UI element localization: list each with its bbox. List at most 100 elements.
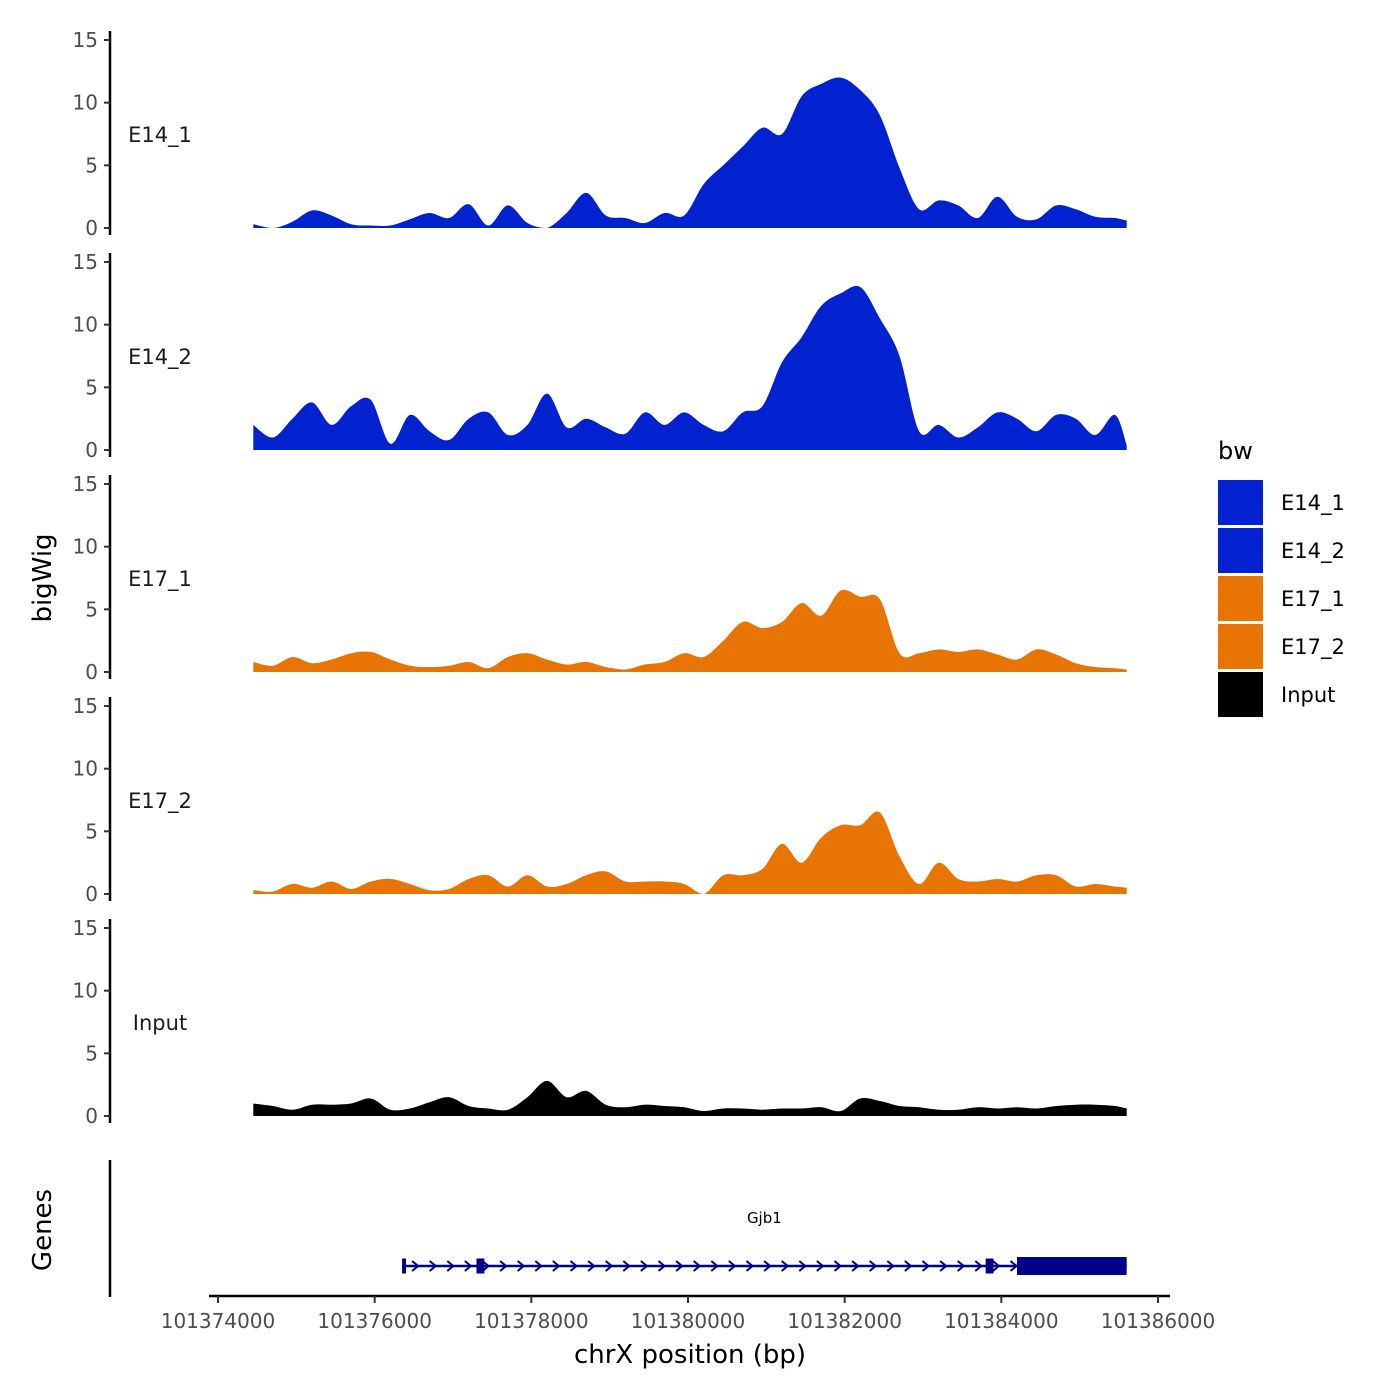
- y-tick-label: 15: [73, 694, 98, 718]
- coverage-area-e14_1: [253, 77, 1127, 228]
- y-tick-label: 5: [85, 375, 98, 399]
- legend-label: E17_1: [1281, 587, 1345, 612]
- strand-arrow: [499, 1260, 508, 1272]
- y-tick-label: 15: [73, 28, 98, 52]
- y-tick-label: 0: [85, 438, 98, 462]
- y-tick-label: 5: [85, 819, 98, 843]
- strand-arrow: [781, 1260, 790, 1272]
- strand-arrow: [886, 1260, 895, 1272]
- legend-swatch-e14_1: [1218, 480, 1263, 525]
- strand-arrow: [851, 1260, 860, 1272]
- strand-arrow: [446, 1260, 455, 1272]
- x-tick-label: 101386000: [1101, 1309, 1216, 1333]
- strand-arrow: [798, 1260, 807, 1272]
- legend-swatch-e17_1: [1218, 576, 1263, 621]
- y-tick-label: 0: [85, 660, 98, 684]
- panel-input: 0 5 10 15 Input: [73, 916, 1127, 1128]
- x-tick-label: 101384000: [944, 1309, 1059, 1333]
- coverage-panels: 0 5 10 15 E14_1 0 5 10 15 E14_2 0 5 10 15 E17_1 0 5 10 15 E…: [73, 28, 1127, 1128]
- strand-arrow: [587, 1260, 596, 1272]
- y-tick-label: 0: [85, 882, 98, 906]
- y-tick-label: 5: [85, 1041, 98, 1065]
- strand-arrow: [869, 1260, 878, 1272]
- strand-arrow: [833, 1260, 843, 1272]
- legend-title: bw: [1218, 437, 1253, 465]
- x-axis: 101374000 101376000 101378000 101380000 1013…: [161, 1294, 1216, 1333]
- strand-arrow: [605, 1260, 614, 1272]
- panel-label: E17_2: [128, 789, 192, 814]
- strand-arrow: [904, 1260, 913, 1272]
- y-tick-label: 10: [73, 979, 98, 1003]
- y-tick-label: 0: [85, 216, 98, 240]
- x-tick-label: 101378000: [474, 1309, 589, 1333]
- y-tick-label: 10: [73, 535, 98, 559]
- strand-arrow: [974, 1260, 983, 1272]
- strand-arrow: [481, 1260, 491, 1272]
- strand-arrow: [763, 1260, 772, 1272]
- gene-exon: [476, 1258, 485, 1274]
- strand-arrow: [534, 1260, 543, 1272]
- strand-arrow: [657, 1260, 667, 1272]
- genes-axis-title: Genes: [28, 1189, 58, 1271]
- y-tick-label: 10: [73, 91, 98, 115]
- panel-label: E14_2: [128, 345, 192, 370]
- y-tick-label: 15: [73, 250, 98, 274]
- strand-arrow: [411, 1260, 420, 1272]
- strand-arrow: [464, 1260, 473, 1272]
- gene-exon: [985, 1258, 994, 1274]
- x-axis-title: chrX position (bp): [574, 1340, 806, 1370]
- legend-swatch-e17_2: [1218, 624, 1263, 669]
- x-tick-label: 101374000: [161, 1309, 276, 1333]
- legend-label: E14_2: [1281, 539, 1345, 564]
- strand-arrow: [675, 1260, 684, 1272]
- strand-arrow: [992, 1260, 1001, 1272]
- panel-e14_2: 0 5 10 15 E14_2: [73, 250, 1127, 462]
- strand-arrow: [640, 1260, 649, 1272]
- panel-label: Input: [133, 1011, 187, 1035]
- gene-label: Gjb1: [747, 1209, 782, 1227]
- gene-exon: [1017, 1257, 1127, 1275]
- strand-arrow: [921, 1260, 931, 1272]
- legend-swatch-input: [1218, 672, 1263, 717]
- strand-arrow: [939, 1260, 948, 1272]
- strand-arrow: [552, 1260, 561, 1272]
- panel-e14_1: 0 5 10 15 E14_1: [73, 28, 1127, 240]
- panel-label: E14_1: [128, 123, 192, 148]
- strand-arrow: [622, 1260, 631, 1272]
- x-tick-label: 101376000: [317, 1309, 432, 1333]
- strand-arrow: [728, 1260, 737, 1272]
- legend-label: Input: [1281, 683, 1335, 707]
- coverage-area-e14_2: [253, 285, 1127, 450]
- strand-arrow: [517, 1260, 526, 1272]
- y-tick-label: 5: [85, 597, 98, 621]
- y-axis-title: bigWig: [28, 533, 58, 622]
- coverage-area-e17_1: [253, 589, 1127, 672]
- y-tick-label: 10: [73, 313, 98, 337]
- y-tick-label: 0: [85, 1104, 98, 1128]
- strand-arrow: [693, 1260, 702, 1272]
- strand-arrow: [710, 1260, 719, 1272]
- y-tick-label: 5: [85, 153, 98, 177]
- gene-exon: [402, 1258, 406, 1274]
- legend-swatch-e14_2: [1218, 528, 1263, 573]
- coverage-area-e17_2: [253, 811, 1127, 894]
- x-tick-label: 101382000: [787, 1309, 902, 1333]
- strand-arrow: [1009, 1260, 1019, 1272]
- panel-e17_2: 0 5 10 15 E17_2: [73, 694, 1127, 906]
- legend: bw E14_1 E14_2 E17_1 E17_2 Input: [1218, 437, 1345, 717]
- strand-arrow: [816, 1260, 825, 1272]
- x-tick-label: 101380000: [631, 1309, 746, 1333]
- panel-label: E17_1: [128, 567, 192, 592]
- genes-track: Gjb1: [108, 1160, 1127, 1297]
- strand-arrow: [957, 1260, 966, 1272]
- legend-label: E17_2: [1281, 635, 1345, 660]
- y-tick-label: 15: [73, 472, 98, 496]
- y-tick-label: 10: [73, 757, 98, 781]
- panel-e17_1: 0 5 10 15 E17_1: [73, 472, 1127, 684]
- legend-label: E14_1: [1281, 491, 1345, 516]
- strand-arrow: [429, 1260, 438, 1272]
- y-tick-label: 15: [73, 916, 98, 940]
- coverage-area-input: [253, 1080, 1127, 1116]
- strand-arrow: [569, 1260, 579, 1272]
